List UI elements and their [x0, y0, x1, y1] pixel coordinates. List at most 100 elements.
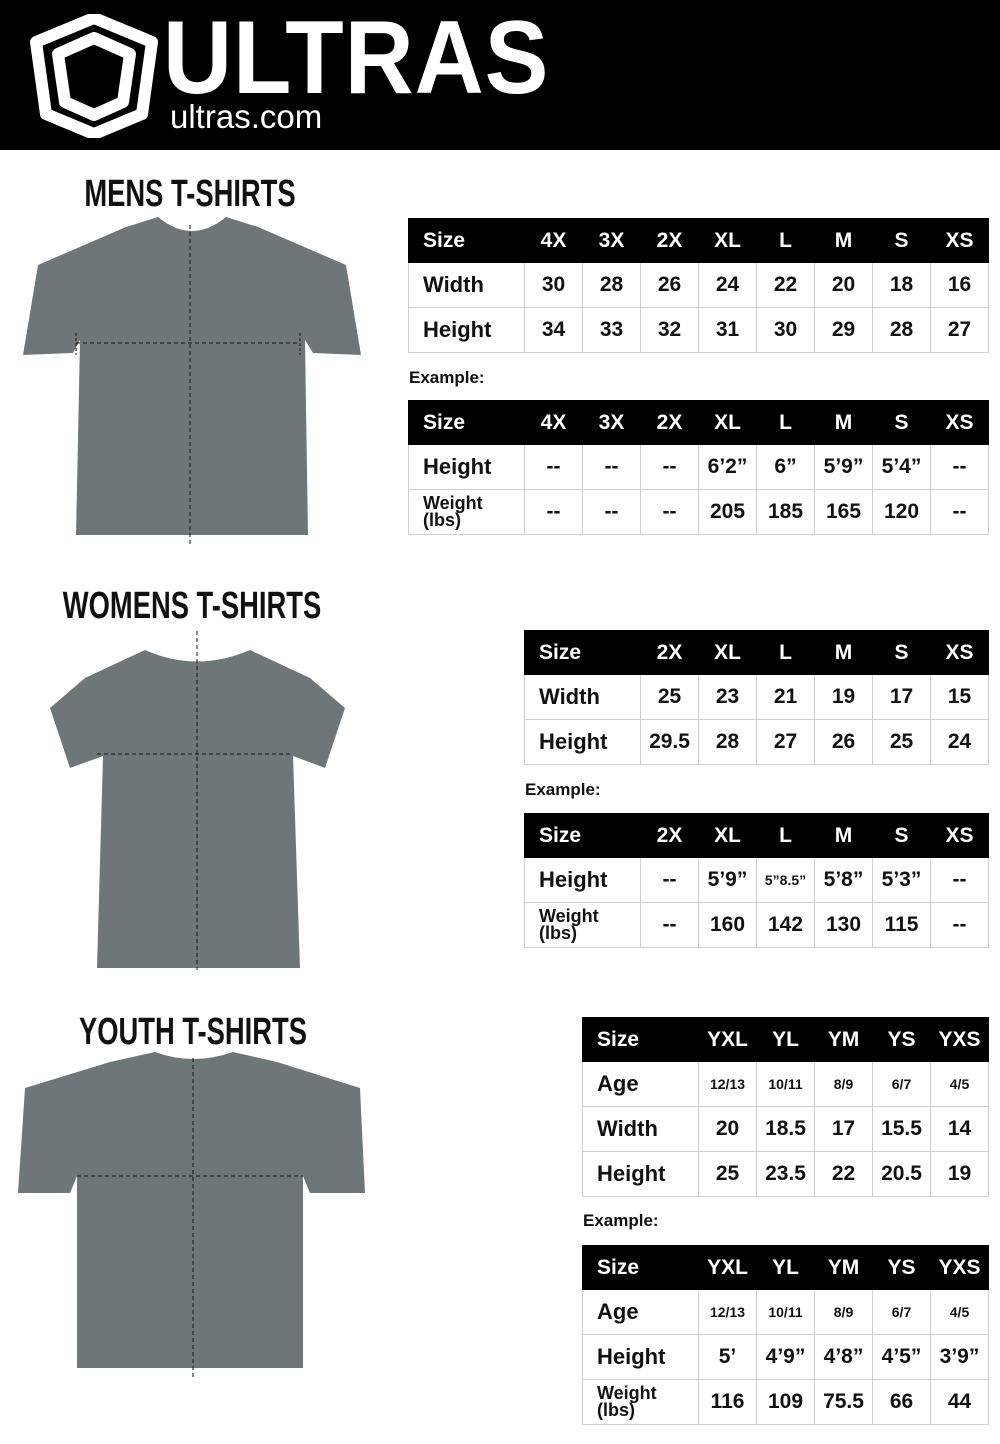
table-cell: 20 — [814, 262, 873, 308]
table-cell: 109 — [756, 1379, 815, 1425]
table-cell: XL — [698, 813, 757, 858]
table-cell: 4X — [524, 218, 583, 263]
table-header-row: Size YXL YL YM YS YXS — [582, 1245, 989, 1290]
table-cell: 2X — [640, 400, 699, 445]
table-cell: XS — [930, 400, 989, 445]
mens-tshirt-image — [23, 217, 361, 545]
table-cell: YXL — [698, 1017, 757, 1062]
table-cell: L — [756, 218, 815, 263]
table-cell: 4’8” — [814, 1334, 873, 1380]
table-cell: YL — [756, 1245, 815, 1290]
table-cell: 205 — [698, 489, 757, 535]
table-cell: 15.5 — [872, 1106, 931, 1152]
table-cell: 130 — [814, 902, 873, 948]
womens-example-table: Size 2X XL L M S XS Height -- 5’9” 5”8.5” 5’8” 5’3” -… — [524, 813, 989, 948]
table-cell: YM — [814, 1245, 873, 1290]
row-label: Weight (lbs) — [582, 1379, 699, 1425]
mens-measurement-table: Size 4X 3X 2X XL L M S XS Width 30 28 26 24 22 20 18 16 He… — [408, 218, 989, 353]
table-cell: XL — [698, 630, 757, 675]
table-cell: S — [872, 218, 931, 263]
table-cell: YS — [872, 1017, 931, 1062]
row-label: Height — [408, 444, 525, 490]
row-label: Size — [524, 813, 641, 858]
table-cell: 12/13 — [698, 1061, 757, 1107]
table-cell: 120 — [872, 489, 931, 535]
table-cell: -- — [582, 489, 641, 535]
table-cell: -- — [930, 902, 989, 948]
table-cell: S — [872, 630, 931, 675]
table-cell: XS — [930, 218, 989, 263]
table-row: Age 12/13 10/11 8/9 6/7 4/5 — [582, 1289, 989, 1335]
table-cell: 10/11 — [756, 1061, 815, 1107]
table-cell: 12/13 — [698, 1289, 757, 1335]
youth-measurement-table: Size YXL YL YM YS YXS Age 12/13 10/11 8/9 6/7 4/5 Wi… — [582, 1017, 989, 1197]
table-cell: 75.5 — [814, 1379, 873, 1425]
table-cell: 29.5 — [640, 719, 699, 765]
table-cell: 4/5 — [930, 1061, 989, 1107]
youth-example-label: Example: — [583, 1211, 659, 1230]
table-cell: XS — [930, 630, 989, 675]
table-cell: 25 — [698, 1151, 757, 1197]
table-cell: 26 — [640, 262, 699, 308]
table-cell: 17 — [872, 674, 931, 720]
table-cell: 22 — [756, 262, 815, 308]
table-row: Width 20 18.5 17 15.5 14 — [582, 1106, 989, 1152]
table-cell: 18.5 — [756, 1106, 815, 1152]
row-label: Size — [408, 400, 525, 445]
table-cell: 5’8” — [814, 857, 873, 903]
table-cell: M — [814, 630, 873, 675]
table-row: Width 25 23 21 19 17 15 — [524, 674, 989, 720]
table-row: Age 12/13 10/11 8/9 6/7 4/5 — [582, 1061, 989, 1107]
row-label: Height — [582, 1151, 699, 1197]
table-cell: 16 — [930, 262, 989, 308]
table-row: Height 25 23.5 22 20.5 19 — [582, 1151, 989, 1197]
table-cell: 6” — [756, 444, 815, 490]
table-cell: 32 — [640, 307, 699, 353]
table-cell: 19 — [814, 674, 873, 720]
table-row: Width 30 28 26 24 22 20 18 16 — [408, 262, 989, 308]
table-cell: YXL — [698, 1245, 757, 1290]
womens-measurement-table: Size 2X XL L M S XS Width 25 23 21 19 17 15 Height 29.5… — [524, 630, 989, 765]
table-row: Height -- 5’9” 5”8.5” 5’8” 5’3” -- — [524, 857, 989, 903]
table-cell: 15 — [930, 674, 989, 720]
table-cell: 3X — [582, 218, 641, 263]
table-row: Weight (lbs) -- 160 142 130 115 -- — [524, 902, 989, 948]
table-cell: M — [814, 400, 873, 445]
table-cell: XL — [698, 218, 757, 263]
row-label: Height — [582, 1334, 699, 1380]
row-label: Age — [582, 1289, 699, 1335]
brand-name: ULTRAS — [163, 0, 550, 116]
row-label: Size — [582, 1245, 699, 1290]
womens-example-label: Example: — [525, 780, 601, 799]
table-cell: 27 — [930, 307, 989, 353]
table-cell: 5’3” — [872, 857, 931, 903]
table-cell: 2X — [640, 218, 699, 263]
table-cell: 10/11 — [756, 1289, 815, 1335]
row-label: Height — [524, 857, 641, 903]
header-banner: ULTRAS ultras.com — [0, 0, 1000, 150]
table-cell: -- — [524, 489, 583, 535]
table-cell: 25 — [872, 719, 931, 765]
table-cell: YXS — [930, 1017, 989, 1062]
table-cell: XL — [698, 400, 757, 445]
table-cell: 28 — [698, 719, 757, 765]
youth-title: YOUTH T-SHIRTS — [78, 1011, 308, 1053]
table-cell: 5’9” — [814, 444, 873, 490]
table-cell: 4X — [524, 400, 583, 445]
table-cell: M — [814, 813, 873, 858]
table-cell: 185 — [756, 489, 815, 535]
table-cell: 20 — [698, 1106, 757, 1152]
row-label: Height — [408, 307, 525, 353]
row-label: Height — [524, 719, 641, 765]
table-header-row: Size 2X XL L M S XS — [524, 630, 989, 675]
womens-title: WOMENS T-SHIRTS — [62, 585, 322, 627]
table-cell: L — [756, 400, 815, 445]
table-cell: 160 — [698, 902, 757, 948]
table-cell: 20.5 — [872, 1151, 931, 1197]
table-cell: 2X — [640, 813, 699, 858]
table-cell: YL — [756, 1017, 815, 1062]
table-cell: 30 — [756, 307, 815, 353]
table-cell: 165 — [814, 489, 873, 535]
table-row: Weight (lbs) 116 109 75.5 66 44 — [582, 1379, 989, 1425]
table-cell: 142 — [756, 902, 815, 948]
